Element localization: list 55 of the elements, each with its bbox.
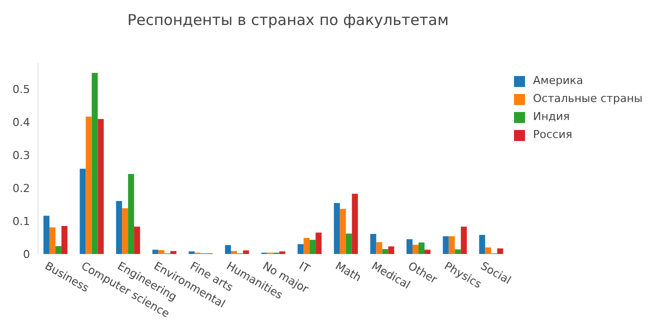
bar (485, 247, 492, 254)
bar (230, 251, 237, 254)
bar (442, 236, 449, 254)
bar (479, 234, 486, 254)
legend-label: Остальные страны (533, 91, 643, 107)
bar (388, 246, 394, 254)
bar (128, 174, 134, 254)
bar (298, 244, 304, 254)
bar (424, 250, 431, 254)
bar (116, 200, 122, 254)
bar (49, 227, 56, 254)
bar (279, 251, 286, 254)
y-tick-label: 0 (23, 248, 30, 261)
y-tick-label: 0.4 (12, 116, 30, 130)
bar (406, 239, 413, 254)
bar (418, 242, 425, 254)
bar (92, 72, 98, 254)
bar (316, 232, 322, 254)
bar (242, 250, 249, 254)
x-tick-label: IT (296, 259, 312, 276)
y-tick-label: 0.5 (12, 83, 30, 96)
bar (122, 208, 128, 254)
bar (188, 251, 195, 254)
bar (224, 245, 231, 254)
bar (448, 236, 455, 254)
bar (158, 250, 164, 254)
legend-label: Россия (533, 127, 572, 143)
bar (460, 226, 467, 254)
bar (370, 234, 376, 254)
bar (346, 234, 352, 254)
bar (376, 242, 382, 254)
bar (152, 250, 158, 254)
bar (310, 240, 316, 254)
y-tick-label: 0.3 (12, 149, 30, 162)
bar (55, 246, 62, 254)
bar (334, 202, 340, 254)
bar (134, 226, 140, 254)
y-tick-label: 0.2 (12, 182, 30, 196)
legend-label: Америка (533, 73, 584, 89)
bar (454, 249, 461, 254)
bar (61, 226, 68, 254)
bar (340, 208, 346, 254)
bar (352, 194, 358, 254)
y-tick-label: 0.1 (12, 214, 30, 228)
bar (170, 251, 176, 254)
legend-label: Индия (533, 109, 570, 125)
bar (86, 116, 92, 254)
bar (98, 118, 104, 254)
bar (382, 249, 388, 254)
bar (80, 168, 86, 254)
bar (412, 244, 419, 254)
bar (497, 248, 504, 254)
chart-title: Респонденты в странах по факультетам (126, 10, 450, 30)
bar (43, 216, 50, 254)
bar (304, 238, 310, 254)
